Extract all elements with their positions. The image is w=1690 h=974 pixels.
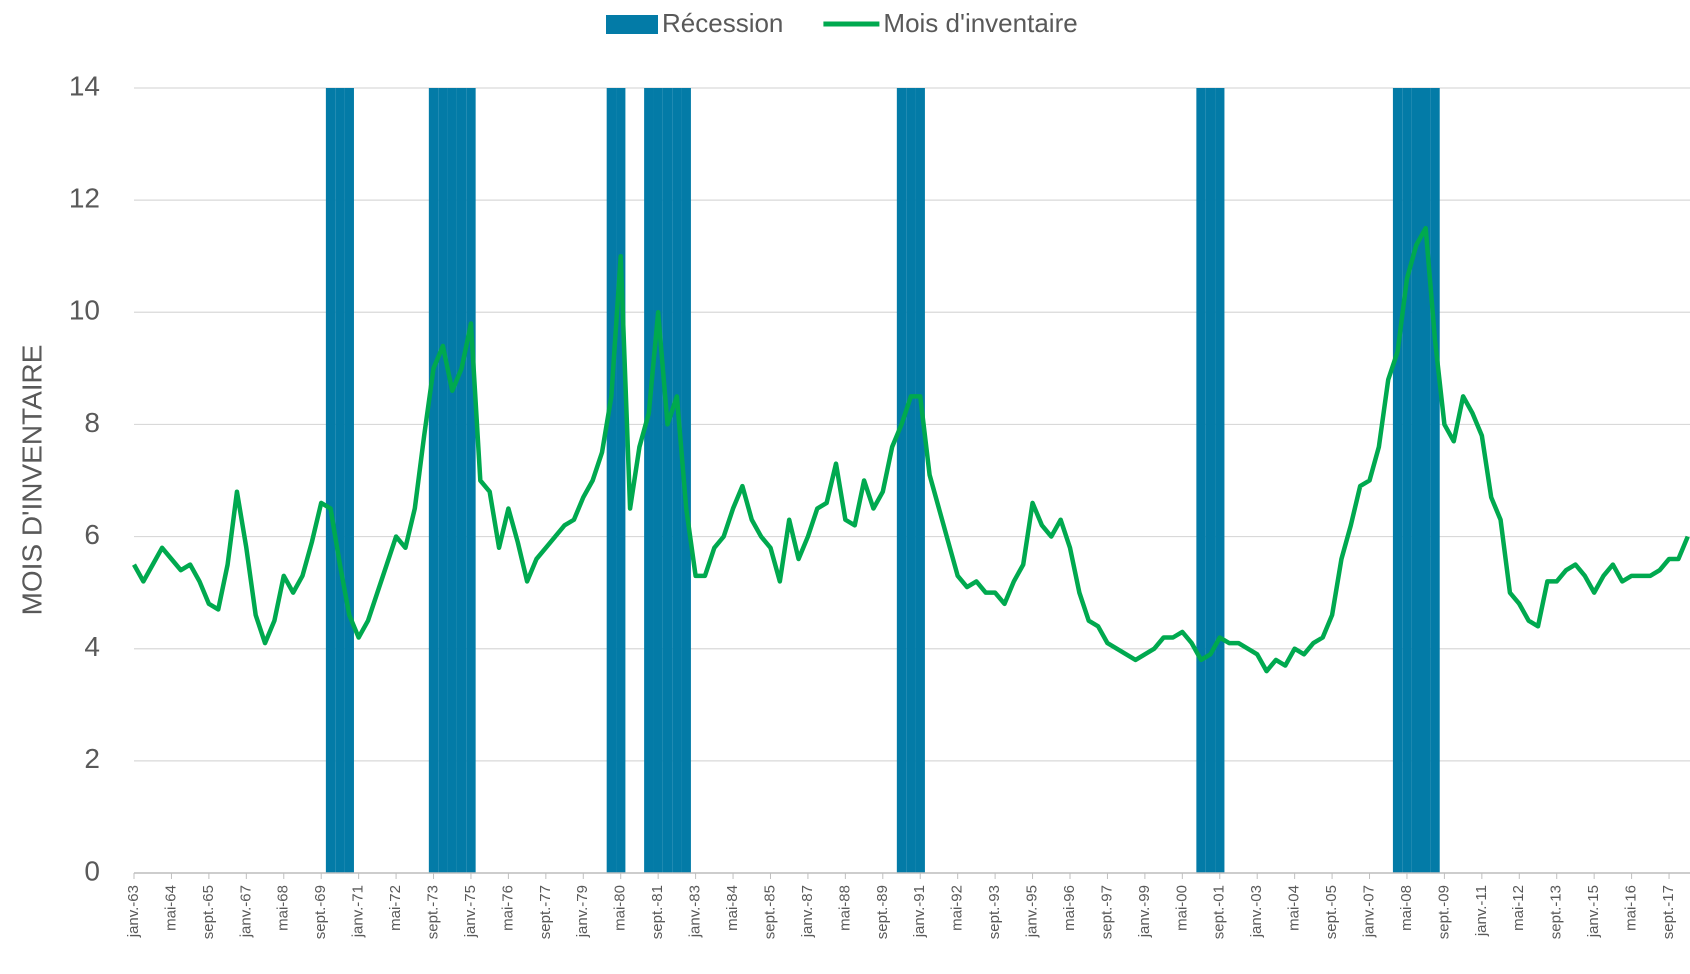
x-tick-label: sept.-73	[424, 885, 441, 939]
recession-bar	[616, 88, 625, 873]
x-tick-label: mai-08	[1398, 885, 1415, 931]
x-tick-label: mai-00	[1173, 885, 1190, 931]
x-tick-label: sept.-89	[874, 885, 891, 939]
recession-bar	[335, 88, 344, 873]
x-tick-label: sept.-69	[312, 885, 329, 939]
y-tick-label: 14	[69, 70, 100, 101]
y-tick-label: 12	[69, 183, 100, 214]
x-tick-label: mai-92	[949, 885, 966, 931]
x-tick-label: janv.-71	[350, 885, 367, 938]
y-tick-label: 2	[84, 743, 100, 774]
chart: MOIS D'INVENTAIRE 0 2 4 6 8 10 12 14 janv.-63 mai…	[0, 0, 1690, 969]
recession-bar	[1206, 88, 1215, 873]
x-tick-label: sept.-17	[1660, 885, 1677, 939]
recession-bar	[457, 88, 466, 873]
x-tick-label: mai-72	[387, 885, 404, 931]
recession-bar	[326, 88, 335, 873]
x-tick-label: mai-04	[1286, 885, 1303, 931]
y-tick-label: 6	[84, 519, 100, 550]
recession-bar	[466, 88, 475, 873]
x-tick-label: sept.-85	[761, 885, 778, 939]
recession-bar	[644, 88, 653, 873]
page: MOIS D'INVENTAIRE 0 2 4 6 8 10 12 14 janv.-63 mai…	[0, 0, 1690, 969]
x-tick-label: janv.-07	[1360, 885, 1377, 938]
recession-bar	[1393, 88, 1402, 873]
x-tick-label: mai-64	[162, 885, 179, 931]
x-tick-label: mai-16	[1623, 885, 1640, 931]
recession-bar	[916, 88, 925, 873]
x-tick-label: janv.-75	[462, 885, 479, 938]
recession-bar	[448, 88, 457, 873]
x-tick-label: janv.-87	[799, 885, 816, 938]
legend-label: Mois d'inventaire	[883, 8, 1077, 38]
recession-bar	[1430, 88, 1439, 873]
recession-bar	[663, 88, 672, 873]
x-tick-label: mai-12	[1510, 885, 1527, 931]
legend-swatch	[606, 15, 658, 34]
x-tick-label: janv.-83	[687, 885, 704, 938]
y-tick-label: 0	[84, 855, 100, 886]
recession-bar	[897, 88, 906, 873]
x-tick-label: janv.-99	[1136, 885, 1153, 938]
x-tick-label: mai-88	[836, 885, 853, 931]
recession-bar	[1421, 88, 1430, 873]
x-tick-label: sept.-77	[537, 885, 554, 939]
x-tick-label: sept.-13	[1548, 885, 1565, 939]
recession-bar	[1402, 88, 1411, 873]
x-tick-label: mai-80	[612, 885, 629, 931]
recession-bar	[438, 88, 447, 873]
x-tick-label: mai-96	[1061, 885, 1078, 931]
x-tick-label: janv.-67	[237, 885, 254, 938]
recession-bar	[672, 88, 681, 873]
recession-bar	[607, 88, 616, 873]
x-tick-label: sept.-65	[200, 885, 217, 939]
recession-bar	[429, 88, 438, 873]
recession-bar	[653, 88, 662, 873]
y-axis-title: MOIS D'INVENTAIRE	[16, 345, 47, 616]
legend-label: Récession	[662, 8, 783, 38]
recession-bar	[906, 88, 915, 873]
x-tick-label: sept.-81	[649, 885, 666, 939]
recession-bar	[1215, 88, 1224, 873]
x-tick-label: mai-68	[275, 885, 292, 931]
y-tick-label: 8	[84, 407, 100, 438]
x-tick-label: sept.-05	[1323, 885, 1340, 939]
x-tick-label: janv.-95	[1024, 885, 1041, 938]
x-tick-label: sept.-93	[986, 885, 1003, 939]
x-tick-label: janv.-11	[1473, 885, 1490, 937]
x-tick-label: janv.-63	[125, 885, 142, 938]
x-tick-label: sept.-09	[1435, 885, 1452, 939]
x-tick-label: janv.-91	[911, 885, 928, 938]
x-tick-label: janv.-79	[574, 885, 591, 938]
recession-bar	[1196, 88, 1205, 873]
x-tick-label: janv.-03	[1248, 885, 1265, 938]
x-tick-label: janv.-15	[1585, 885, 1602, 938]
y-tick-label: 10	[69, 295, 100, 326]
x-tick-label: sept.-01	[1211, 885, 1228, 939]
x-tick-label: mai-84	[724, 885, 741, 931]
y-tick-label: 4	[84, 631, 100, 662]
recession-bar	[1412, 88, 1421, 873]
x-tick-label: mai-76	[499, 885, 516, 931]
recession-bar	[345, 88, 354, 873]
x-tick-label: sept.-97	[1098, 885, 1115, 939]
